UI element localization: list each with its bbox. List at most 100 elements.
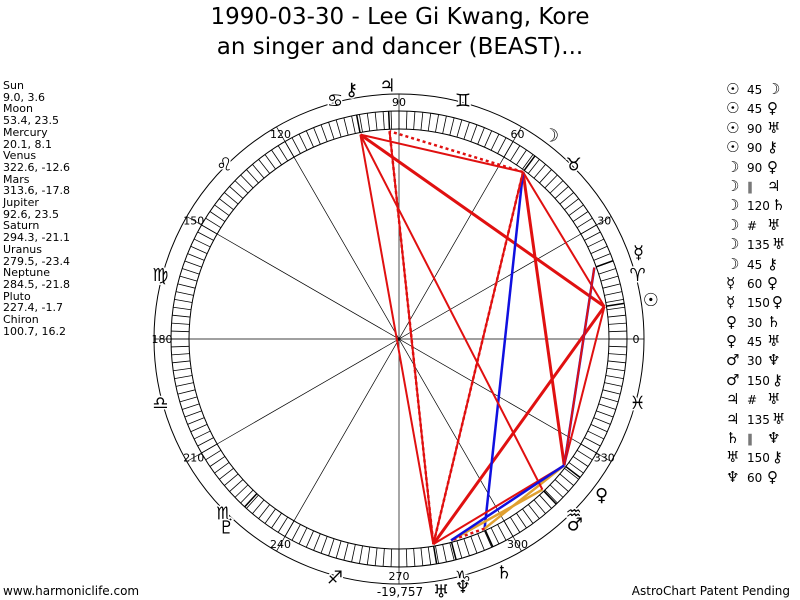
aspect-line-square [521, 171, 566, 466]
degree-tick [343, 117, 349, 136]
aspect-angle: 45 [747, 335, 763, 350]
degree-tick [359, 545, 363, 564]
degree-tick [305, 530, 314, 548]
degree-tick [593, 253, 611, 261]
degree-tick [600, 396, 619, 403]
degree-tick [298, 527, 308, 545]
planet-name-mercury: Mercury [3, 125, 48, 139]
aspect-planet-b-icon: ♅ [767, 215, 781, 234]
degree-tick [604, 382, 623, 387]
aspect-row: ♅ 150 ⚷ [726, 448, 793, 467]
planet-glyph-icon: ♂ [567, 515, 583, 536]
degree-tick [413, 548, 416, 567]
planet-glyph-icon: ♄ [496, 562, 512, 583]
degree-tick [187, 417, 205, 425]
aspect-line-minor [563, 306, 606, 466]
chart-title: 1990-03-30 - Lee Gi Kwang, Kore an singe… [0, 2, 800, 62]
degree-tick [516, 512, 527, 529]
degree-tick [463, 538, 470, 556]
aspect-planet-b-icon: ♅ [767, 118, 781, 137]
aspect-angle: 60 [747, 470, 763, 485]
aspect-row: ☿ 60 ♀ [726, 274, 793, 293]
aspect-planet-b-icon: ♅ [767, 390, 781, 409]
degree-tick [442, 115, 447, 134]
aspect-row: ☉ 90 ⚷ [726, 138, 793, 157]
aspect-planet-b-icon: ♄ [771, 196, 786, 215]
degree-tick [427, 546, 432, 565]
degree-tick [463, 122, 470, 140]
degree-tick [420, 547, 424, 566]
degree-tick [328, 122, 335, 140]
aspect-angle: 120 [747, 199, 770, 214]
aspect-angle: 90 [747, 121, 763, 136]
planet-marker-tick [387, 111, 391, 130]
aspect-planet-b-icon: ♄ [767, 312, 781, 331]
degree-tick [572, 211, 589, 222]
degree-label: 90 [392, 96, 406, 109]
aspect-line-semisextile [450, 488, 544, 542]
degree-tick [522, 508, 534, 524]
planet-position-mars: 313.6, -17.8 [3, 184, 70, 198]
degree-tick [598, 403, 616, 410]
aspect-planet-a-icon: ☽ [726, 254, 740, 273]
degree-tick [516, 149, 527, 166]
degree-tick [602, 283, 621, 289]
degree-tick [229, 479, 244, 492]
degree-tick [490, 527, 500, 545]
degree-tick [179, 396, 198, 403]
aspect-angle: 135 [747, 238, 770, 253]
aspect-row: ♆ 60 ♀ [726, 468, 793, 487]
aspect-row: ☿ 150 ♀ [726, 293, 793, 312]
aspect-planet-b-icon: ♀ [767, 467, 778, 486]
degree-tick [456, 540, 463, 559]
degree-tick [598, 268, 616, 275]
planet-marker-tick [543, 490, 557, 505]
aspect-line-minor [432, 171, 524, 545]
degree-tick [177, 283, 196, 289]
degree-tick [449, 117, 455, 136]
degree-tick [351, 115, 356, 134]
degree-tick [405, 111, 408, 130]
aspect-line-minor [359, 134, 544, 491]
degree-label: 240 [270, 538, 291, 551]
aspect-planet-b-icon: ♅ [767, 332, 781, 351]
aspect-row: ♂ 30 ♆ [726, 351, 793, 370]
aspect-line-semisextile [483, 464, 566, 530]
planet-position-sun: 9.0, 3.6 [3, 90, 45, 104]
degree-tick [559, 192, 574, 205]
degree-tick [291, 524, 301, 541]
planet-position-jupiter: 92.6, 23.5 [3, 207, 59, 221]
degree-tick [193, 430, 211, 440]
degree-tick [608, 330, 627, 333]
aspect-angle: ∥ [747, 179, 753, 194]
degree-tick [264, 508, 276, 524]
aspect-planet-b-icon: ⚷ [771, 448, 783, 467]
aspect-planet-a-icon: ☉ [726, 99, 740, 118]
aspect-angle: 150 [747, 296, 770, 311]
degree-tick [596, 410, 614, 418]
aspect-planet-b-icon: ♅ [771, 409, 786, 428]
degree-tick [484, 130, 493, 148]
zodiac-sign-icon: ♋ [327, 90, 343, 111]
degree-tick [277, 516, 289, 533]
aspect-planet-b-icon: ♀ [767, 99, 778, 118]
degree-tick [382, 548, 385, 567]
planet-name-saturn: Saturn [3, 219, 40, 233]
footer-website[interactable]: www.harmoniclife.com [3, 584, 140, 598]
degree-tick [335, 540, 342, 559]
degree-tick [172, 314, 191, 318]
degree-tick [184, 410, 202, 418]
title-line-1: 1990-03-30 - Lee Gi Kwang, Kore [210, 4, 590, 30]
degree-tick [291, 137, 301, 154]
degree-tick [182, 268, 200, 275]
degree-tick [224, 192, 239, 205]
planet-glyph-icon: ☉ [643, 290, 659, 311]
aspect-row: ♂ 150 ⚷ [726, 371, 793, 390]
degree-tick [522, 154, 534, 170]
aspect-planet-a-icon: ♆ [726, 467, 740, 486]
degree-tick [544, 174, 558, 189]
degree-tick [271, 149, 282, 166]
aspect-planet-a-icon: ☽ [726, 215, 740, 234]
planet-marker-tick [523, 155, 536, 171]
